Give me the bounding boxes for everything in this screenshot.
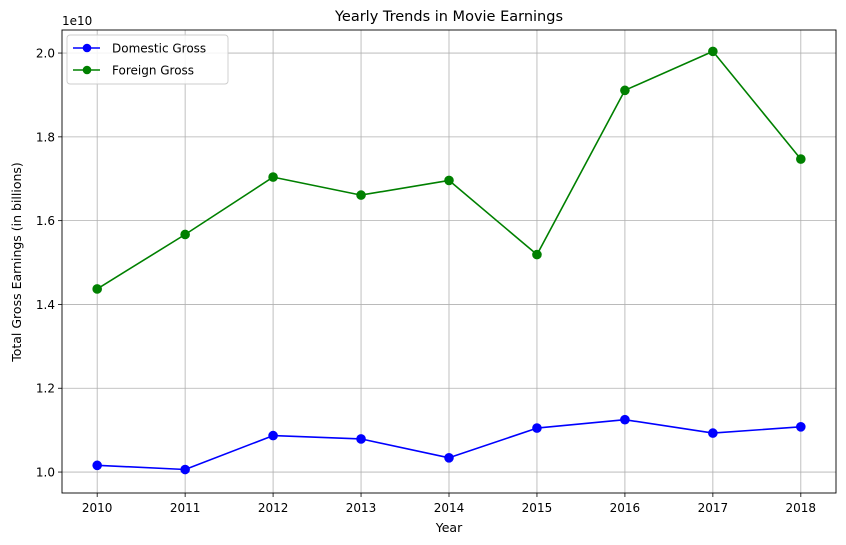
x-tick-label: 2010 xyxy=(82,501,113,515)
chart-title: Yearly Trends in Movie Earnings xyxy=(334,9,563,25)
foreign-gross-point xyxy=(444,175,454,186)
foreign-gross-point xyxy=(708,46,718,57)
domestic-gross-point xyxy=(708,428,718,438)
domestic-gross-point xyxy=(532,423,542,433)
x-tick-label: 2016 xyxy=(610,501,641,515)
y-axis-multiplier: 1e10 xyxy=(62,14,92,28)
y-tick-label: 1.8 xyxy=(36,130,55,144)
foreign-gross-point xyxy=(92,284,102,294)
domestic-gross-point xyxy=(444,453,454,463)
x-tick-label: 2012 xyxy=(258,501,289,515)
foreign-gross-point xyxy=(532,249,542,260)
domestic-gross-point xyxy=(92,460,102,471)
x-tick-label: 2017 xyxy=(698,501,729,515)
foreign-gross-point xyxy=(268,172,278,182)
foreign-gross-point xyxy=(796,154,806,164)
domestic-gross-point xyxy=(796,421,806,432)
y-tick-label: 1.2 xyxy=(36,382,55,396)
foreign-gross-point xyxy=(620,85,630,96)
legend-foreign-gross-marker xyxy=(82,65,92,75)
x-tick-label: 2013 xyxy=(346,501,377,515)
grid xyxy=(62,30,836,493)
legend-box xyxy=(66,34,229,85)
x-tick-label: 2014 xyxy=(434,501,465,515)
series-layer xyxy=(92,46,806,475)
foreign-gross-point xyxy=(356,190,366,200)
x-tick-label: 2018 xyxy=(786,501,817,515)
foreign-gross-point xyxy=(180,229,190,240)
x-axis: 2010 2011 2012 2013 2014 2015 2016 2017 2018 xyxy=(82,493,816,515)
y-tick-label: 1.4 xyxy=(36,298,55,312)
y-tick-label: 1.0 xyxy=(36,466,55,480)
domestic-gross-point xyxy=(356,434,366,444)
y-tick-label: 1.6 xyxy=(36,214,55,228)
domestic-gross-point xyxy=(180,464,190,475)
legend: Domestic Gross Foreign Gross xyxy=(66,34,229,85)
domestic-gross-point xyxy=(620,414,630,425)
y-axis-label: Total Gross Earnings (in billions) xyxy=(9,162,24,363)
legend-domestic-gross-label: Domestic Gross xyxy=(112,42,206,56)
domestic-gross-point xyxy=(268,430,278,441)
x-tick-label: 2015 xyxy=(522,501,553,515)
y-axis: 1.0 1.2 1.4 1.6 1.8 2.0 xyxy=(36,47,62,480)
legend-foreign-gross-label: Foreign Gross xyxy=(112,64,194,78)
legend-domestic-gross-marker xyxy=(82,43,92,53)
y-tick-label: 2.0 xyxy=(36,47,55,61)
x-axis-label: Year xyxy=(435,520,463,535)
x-tick-label: 2011 xyxy=(170,501,201,515)
